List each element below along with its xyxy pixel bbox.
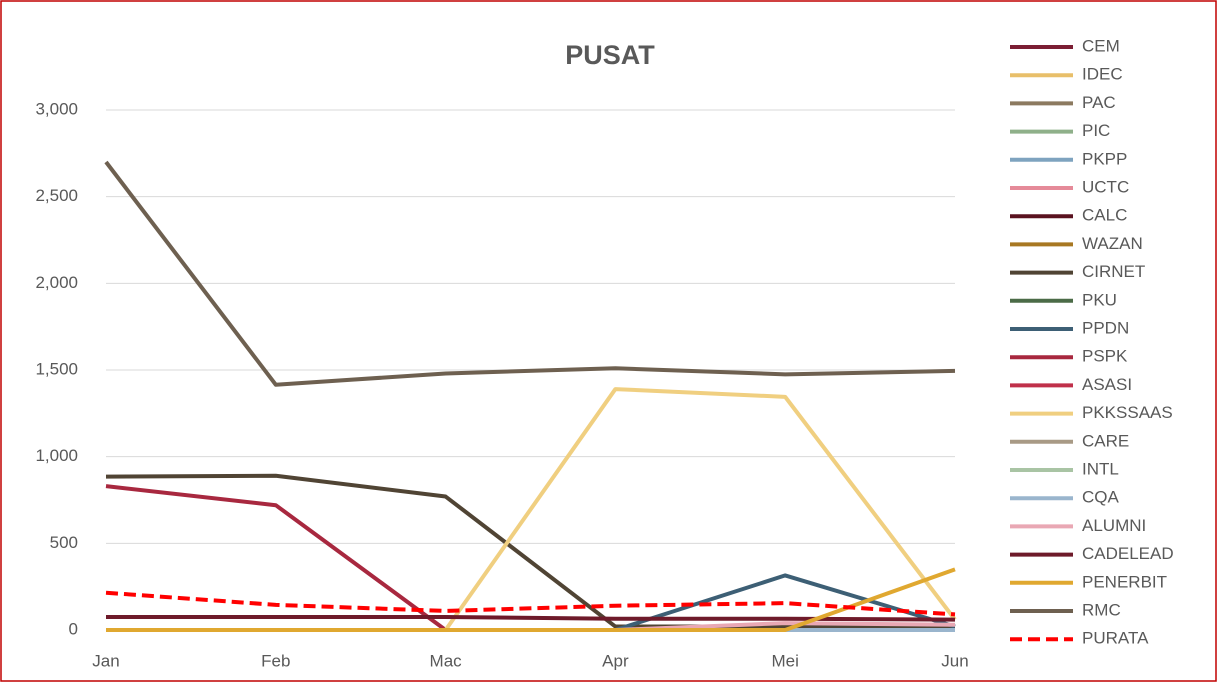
legend-label: PPDN (1082, 318, 1129, 337)
y-tick-label: 0 (69, 619, 78, 638)
legend-label: PAC (1082, 93, 1116, 112)
x-tick-label: Mei (771, 651, 798, 670)
y-tick-label: 1,500 (35, 359, 78, 378)
series-line (105, 473, 955, 629)
legend-label: RMC (1082, 600, 1121, 619)
legend-label: CARE (1082, 431, 1129, 450)
y-tick-label: 500 (50, 533, 78, 552)
legend-label: PKKSSAAS (1082, 403, 1173, 422)
x-tick-label: Jun (941, 651, 968, 670)
legend-label: CADELEAD (1082, 544, 1174, 563)
series-line (105, 590, 956, 617)
legend-label: INTL (1082, 459, 1119, 478)
legend-label: PSPK (1082, 347, 1128, 366)
y-tick-label: 3,000 (35, 99, 78, 118)
x-tick-label: Apr (602, 651, 629, 670)
legend-label: CALC (1082, 206, 1127, 225)
y-tick-label: 1,000 (35, 446, 78, 465)
y-tick-label: 2,500 (35, 186, 78, 205)
legend-label: UCTC (1082, 177, 1129, 196)
chart-title: PUSAT (565, 40, 655, 70)
x-tick-label: Feb (261, 651, 290, 670)
series-line (104, 160, 956, 387)
legend-label: PURATA (1082, 629, 1149, 648)
legend-label: PIC (1082, 121, 1110, 140)
y-tick-label: 2,000 (35, 273, 78, 292)
x-tick-label: Mac (430, 651, 463, 670)
legend-label: CEM (1082, 36, 1120, 55)
legend-label: IDEC (1082, 65, 1123, 84)
series-line (106, 567, 956, 632)
legend-label: ASASI (1082, 375, 1132, 394)
legend-label: WAZAN (1082, 234, 1143, 253)
legend-label: PKPP (1082, 149, 1127, 168)
legend-label: CIRNET (1082, 262, 1145, 281)
legend-label: CQA (1082, 488, 1120, 507)
legend-label: PKU (1082, 290, 1117, 309)
legend-label: ALUMNI (1082, 516, 1146, 535)
x-tick-label: Jan (92, 651, 119, 670)
legend-label: PENERBIT (1082, 572, 1167, 591)
